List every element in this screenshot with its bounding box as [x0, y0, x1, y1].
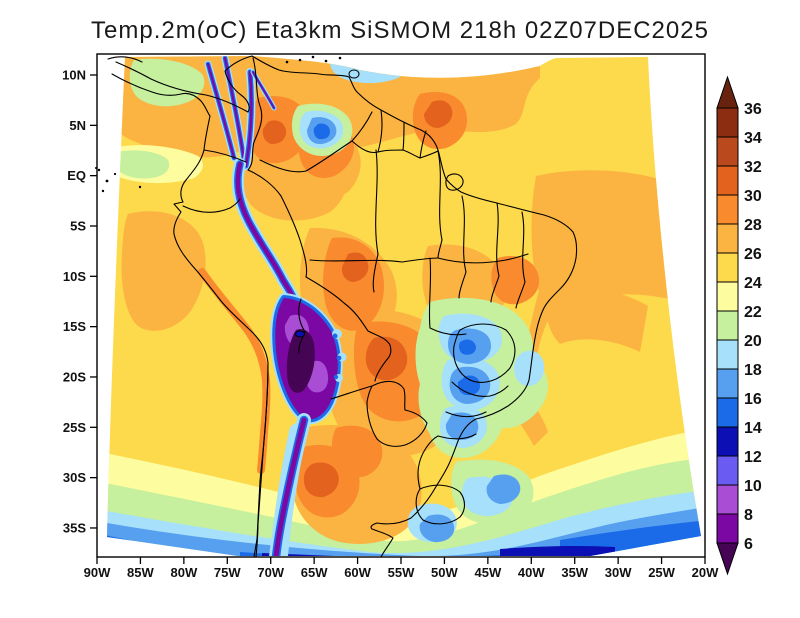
colorbar-level-label: 34	[744, 130, 762, 147]
lake-titicaca	[295, 330, 305, 338]
y-tick-label: 35S	[63, 520, 86, 535]
colorbar-level-label: 14	[744, 420, 762, 437]
y-tick-label: 5S	[70, 218, 86, 233]
y-tick-label: 25S	[63, 420, 86, 435]
colorbar-level-label: 36	[744, 101, 762, 118]
trinidad-island	[348, 69, 360, 79]
x-tick-label: 50W	[431, 565, 458, 580]
colorbar-level-label: 8	[744, 507, 753, 524]
x-tick-label: 60W	[344, 565, 371, 580]
y-tick-label: 10N	[62, 68, 86, 83]
colorbar-segment	[716, 194, 739, 225]
cool-anomaly-regions	[109, 56, 548, 543]
pampas-warm-region	[198, 268, 422, 544]
y-tick-label: 15S	[63, 319, 86, 334]
colorbar-level-label: 20	[744, 333, 762, 350]
colorbar-segment	[716, 339, 739, 370]
x-tick-label: 70W	[257, 565, 284, 580]
y-tick-label: 10S	[63, 269, 86, 284]
colorbar-arrow-bottom	[716, 542, 739, 576]
x-tick-label: 35W	[561, 565, 588, 580]
x-tick-label: 75W	[214, 565, 241, 580]
colorbar-segment	[716, 165, 739, 196]
colorbar-level-label: 18	[744, 362, 762, 379]
colorbar-level-label: 26	[744, 246, 762, 263]
colorbar-level-label: 10	[744, 478, 762, 495]
country-borders	[182, 57, 466, 558]
plot-title: Temp.2m(oC) Eta3km SiSMOM 218h 02Z07DEC2…	[91, 17, 709, 44]
y-tick-label: 30S	[63, 470, 86, 485]
x-tick-label: 20W	[692, 565, 719, 580]
model-domain-field	[107, 56, 701, 556]
x-tick-label: 40W	[518, 565, 545, 580]
colorbar-segment	[716, 455, 739, 486]
y-tick-label: EQ	[67, 168, 86, 183]
antilles-islands	[285, 55, 342, 64]
colorbar-segment	[716, 223, 739, 254]
x-tick-label: 30W	[605, 565, 632, 580]
y-tick-label: 5N	[69, 118, 86, 133]
colorbar-segment	[716, 281, 739, 312]
colorbar-level-label: 16	[744, 391, 762, 408]
colorbar-level-label: 30	[744, 188, 762, 205]
colorbar-segment	[716, 310, 739, 341]
colorbar-segment	[716, 513, 739, 544]
colorbar: 36 34 32 30 28 26 24 22 20 18 16 14 12 10 8 6	[716, 75, 762, 576]
colorbar-arrow-top	[716, 75, 739, 109]
x-tick-label: 45W	[474, 565, 501, 580]
colorbar-segment	[716, 107, 739, 138]
x-tick-label: 25W	[648, 565, 675, 580]
colorbar-segment	[716, 484, 739, 515]
colorbar-segment	[716, 136, 739, 167]
colorbar-level-label: 28	[744, 217, 762, 234]
x-tick-label: 65W	[301, 565, 328, 580]
colorbar-segment	[716, 426, 739, 457]
x-tick-label: 85W	[127, 565, 154, 580]
colorbar-segment	[716, 368, 739, 399]
colorbar-segment	[716, 397, 739, 428]
y-axis-labels: 10N 5N EQ 5S 10S 15S 20S 25S 30S 35S	[62, 68, 97, 535]
x-tick-label: 90W	[84, 565, 111, 580]
x-axis-labels: 90W 85W 80W 75W 70W 65W 60W 55W 50W 45W 40W 35W 30W 2…	[84, 557, 719, 580]
x-tick-label: 80W	[170, 565, 197, 580]
colorbar-segment	[716, 252, 739, 283]
colorbar-level-label: 32	[744, 159, 762, 176]
colorbar-level-label: 6	[744, 536, 753, 553]
y-tick-label: 20S	[63, 369, 86, 384]
colorbar-level-label: 12	[744, 449, 762, 466]
islands-and-lakes	[95, 55, 464, 338]
colorbar-level-label: 22	[744, 304, 762, 321]
colorbar-level-label: 24	[744, 275, 762, 292]
state-borders	[309, 149, 529, 440]
southern-cool-bands	[107, 428, 701, 556]
marajo-island	[445, 173, 464, 191]
x-tick-label: 55W	[388, 565, 415, 580]
